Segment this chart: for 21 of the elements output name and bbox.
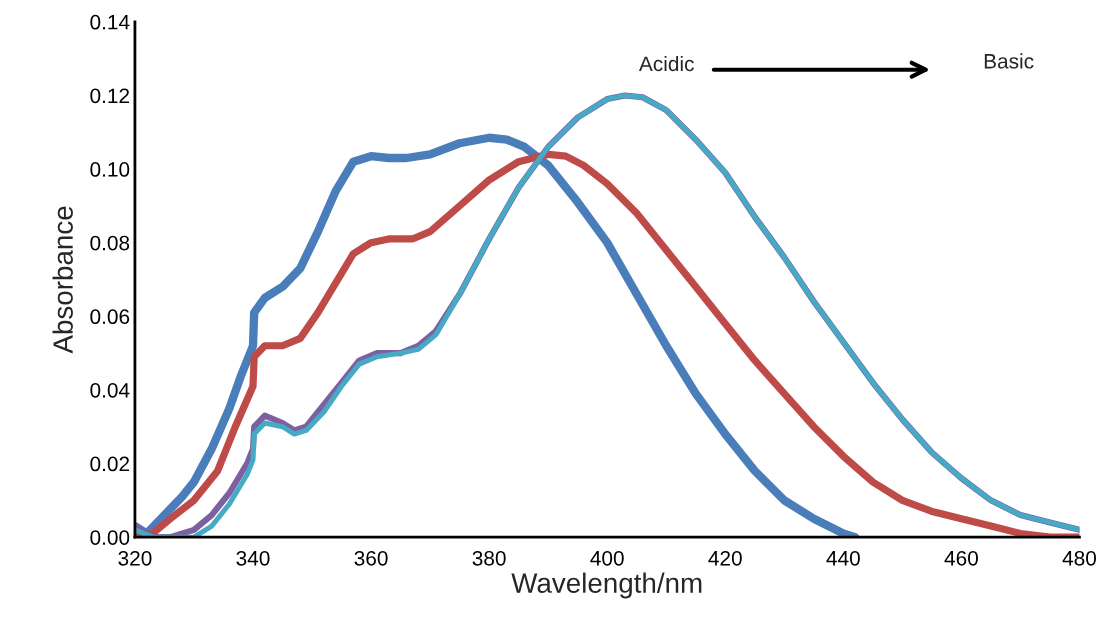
y-tick-label: 0.12: [90, 88, 130, 104]
y-tick-label: 0.00: [90, 530, 130, 545]
y-tick-label: 0.08: [90, 235, 130, 251]
x-tick-label: 420: [708, 550, 742, 566]
x-tick-label: 340: [236, 550, 270, 566]
x-tick-label: 400: [590, 550, 624, 566]
x-tick-label: 440: [826, 550, 860, 566]
x-tick-label: 480: [1062, 550, 1097, 566]
x-axis-title: Wavelength/nm: [511, 572, 702, 599]
x-tick-label: 460: [944, 550, 978, 566]
y-tick-label: 0.04: [90, 382, 130, 398]
x-tick-label: 380: [472, 550, 506, 566]
y-tick-label: 0.10: [90, 162, 130, 177]
x-tick-label: 320: [118, 550, 152, 566]
y-tick-label: 0.06: [90, 309, 130, 325]
y-axis-title: Absorbance: [52, 206, 73, 354]
y-tick-label: 0.02: [90, 456, 130, 472]
x-tick-label: 360: [354, 550, 388, 566]
y-tick-label: 0.14: [90, 14, 130, 30]
annotation: Basic: [984, 53, 1034, 69]
annotation: Acidic: [638, 55, 694, 72]
